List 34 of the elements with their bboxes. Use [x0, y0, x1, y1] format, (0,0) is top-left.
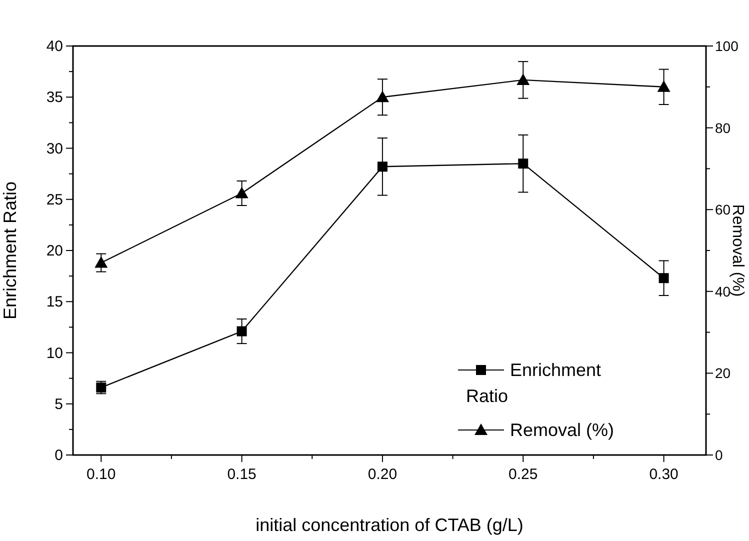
y-tick-label: 40 — [46, 38, 63, 55]
x-tick-label: 0.10 — [86, 466, 116, 483]
x-tick-label: 0.25 — [508, 466, 538, 483]
legend-label: Enrichment Ratio — [466, 360, 602, 406]
point — [377, 162, 388, 172]
x-tick-label: 0.20 — [368, 466, 398, 483]
point — [376, 90, 389, 102]
y-tick-label: 25 — [46, 191, 63, 208]
y-tick-label: 10 — [46, 344, 63, 362]
y2-tick-label: 100 — [715, 38, 739, 54]
y-tick-label: 35 — [46, 89, 63, 106]
point — [516, 73, 530, 85]
x-tick-label: 0.15 — [227, 466, 256, 483]
y2-tick-label: 60 — [715, 202, 731, 218]
point — [94, 256, 108, 268]
y-tick-label: 15 — [46, 294, 63, 311]
y2-tick-label: 80 — [715, 120, 731, 136]
y-tick-label: 20 — [46, 242, 63, 260]
y-axis-title: Enrichment Ratio — [0, 181, 20, 320]
y2-tick-label: 20 — [715, 365, 731, 382]
point — [518, 158, 528, 169]
point — [657, 80, 670, 92]
y2-tick-label: 0 — [715, 447, 723, 463]
x-axis-title: initial concentration of CTAB (g/L) — [256, 515, 524, 535]
x-tick-label: 0.30 — [649, 466, 678, 483]
point — [236, 326, 247, 336]
y-tick-label: 0 — [54, 447, 63, 464]
y2-tick-label: 40 — [715, 283, 731, 300]
point — [235, 186, 248, 198]
legend-label: Removal (%) — [510, 420, 614, 440]
point — [658, 273, 669, 284]
y2-axis-title: Removal (%) — [729, 204, 746, 297]
y-tick-label: 5 — [54, 396, 63, 413]
y-tick-label: 30 — [46, 140, 63, 158]
